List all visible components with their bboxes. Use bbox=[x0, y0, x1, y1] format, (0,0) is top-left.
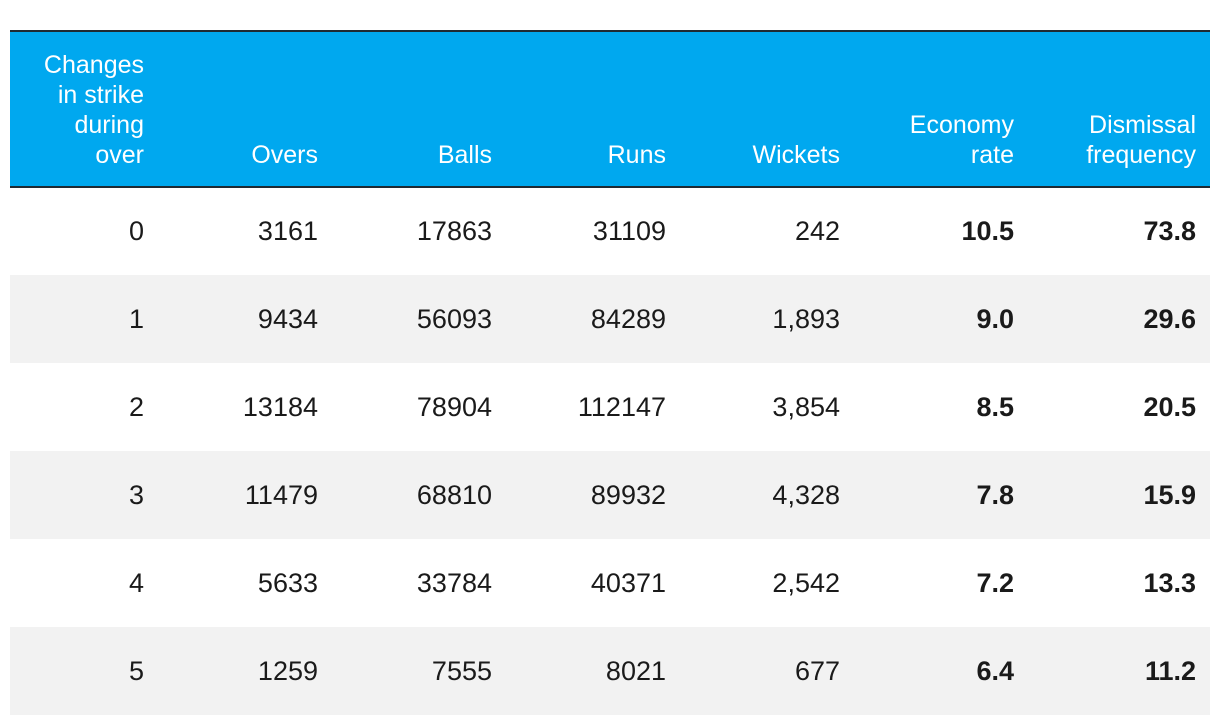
cell-overs: 13184 bbox=[242, 391, 318, 422]
cell-runs: 84289 bbox=[590, 303, 666, 334]
table-header: Changes in strike during over Overs Ball… bbox=[10, 30, 1210, 188]
cell-economy-rate: 9.0 bbox=[976, 303, 1014, 334]
cell-strike-changes: 4 bbox=[128, 567, 144, 598]
table-row: 0 3161 17863 31109 242 10.5 73.8 bbox=[10, 187, 1210, 275]
cell-economy-rate: 7.2 bbox=[976, 567, 1014, 598]
cell-overs: 3161 bbox=[257, 216, 318, 246]
cell-overs: 5633 bbox=[257, 567, 318, 598]
cell-economy-rate: 10.5 bbox=[961, 216, 1014, 246]
cell-wickets: 1,893 bbox=[772, 303, 840, 334]
cell-wickets: 677 bbox=[794, 655, 840, 686]
cell-balls: 56093 bbox=[416, 303, 492, 334]
cell-dismissal-frequency: 29.6 bbox=[1143, 303, 1196, 334]
cell-wickets: 4,328 bbox=[772, 479, 840, 510]
table-row: 2 13184 78904 112147 3,854 8.5 20.5 bbox=[10, 363, 1210, 451]
cell-balls: 68810 bbox=[416, 479, 492, 510]
cell-economy-rate: 7.8 bbox=[976, 479, 1014, 510]
cell-balls: 33784 bbox=[416, 567, 492, 598]
cell-strike-changes: 2 bbox=[128, 391, 144, 422]
column-header-strike-changes: Changes in strike during over bbox=[10, 30, 158, 188]
cell-strike-changes: 5 bbox=[128, 655, 144, 686]
column-header-overs: Overs bbox=[158, 30, 332, 188]
table-body: 0 3161 17863 31109 242 10.5 73.8 1 9434 56093 8428… bbox=[10, 187, 1210, 715]
cell-runs: 112147 bbox=[577, 391, 666, 422]
column-header-balls: Balls bbox=[332, 30, 506, 188]
column-header-economy-rate: Economy rate bbox=[854, 30, 1028, 188]
cell-runs: 8021 bbox=[605, 655, 666, 686]
cell-strike-changes: 3 bbox=[128, 479, 144, 510]
cell-dismissal-frequency: 73.8 bbox=[1143, 216, 1196, 246]
cell-balls: 7555 bbox=[431, 655, 492, 686]
cell-dismissal-frequency: 15.9 bbox=[1143, 479, 1196, 510]
cell-dismissal-frequency: 11.2 bbox=[1144, 655, 1196, 686]
table-row: 3 11479 68810 89932 4,328 7.8 15.9 bbox=[10, 451, 1210, 539]
column-header-runs: Runs bbox=[506, 30, 680, 188]
cell-dismissal-frequency: 13.3 bbox=[1143, 567, 1196, 598]
stats-table: Changes in strike during over Overs Ball… bbox=[10, 30, 1210, 715]
cell-overs: 11479 bbox=[244, 479, 318, 510]
cell-wickets: 3,854 bbox=[772, 391, 840, 422]
cell-runs: 89932 bbox=[590, 479, 666, 510]
cell-wickets: 2,542 bbox=[772, 567, 840, 598]
cell-balls: 17863 bbox=[416, 216, 492, 246]
cell-runs: 31109 bbox=[592, 216, 666, 246]
header-row: Changes in strike during over Overs Ball… bbox=[10, 30, 1210, 188]
cell-economy-rate: 6.4 bbox=[976, 655, 1014, 686]
column-header-dismissal-frequency: Dismissal frequency bbox=[1028, 30, 1210, 188]
table-row: 4 5633 33784 40371 2,542 7.2 13.3 bbox=[10, 539, 1210, 627]
cell-strike-changes: 0 bbox=[128, 216, 144, 246]
cell-overs: 1259 bbox=[257, 655, 318, 686]
cell-runs: 40371 bbox=[590, 567, 666, 598]
cell-strike-changes: 1 bbox=[128, 303, 144, 334]
cell-wickets: 242 bbox=[794, 216, 840, 246]
table-row: 5 1259 7555 8021 677 6.4 11.2 bbox=[10, 627, 1210, 715]
column-header-wickets: Wickets bbox=[680, 30, 854, 188]
table-row: 1 9434 56093 84289 1,893 9.0 29.6 bbox=[10, 275, 1210, 363]
cell-economy-rate: 8.5 bbox=[976, 391, 1014, 422]
cell-dismissal-frequency: 20.5 bbox=[1143, 391, 1196, 422]
cell-overs: 9434 bbox=[257, 303, 318, 334]
cell-balls: 78904 bbox=[416, 391, 492, 422]
